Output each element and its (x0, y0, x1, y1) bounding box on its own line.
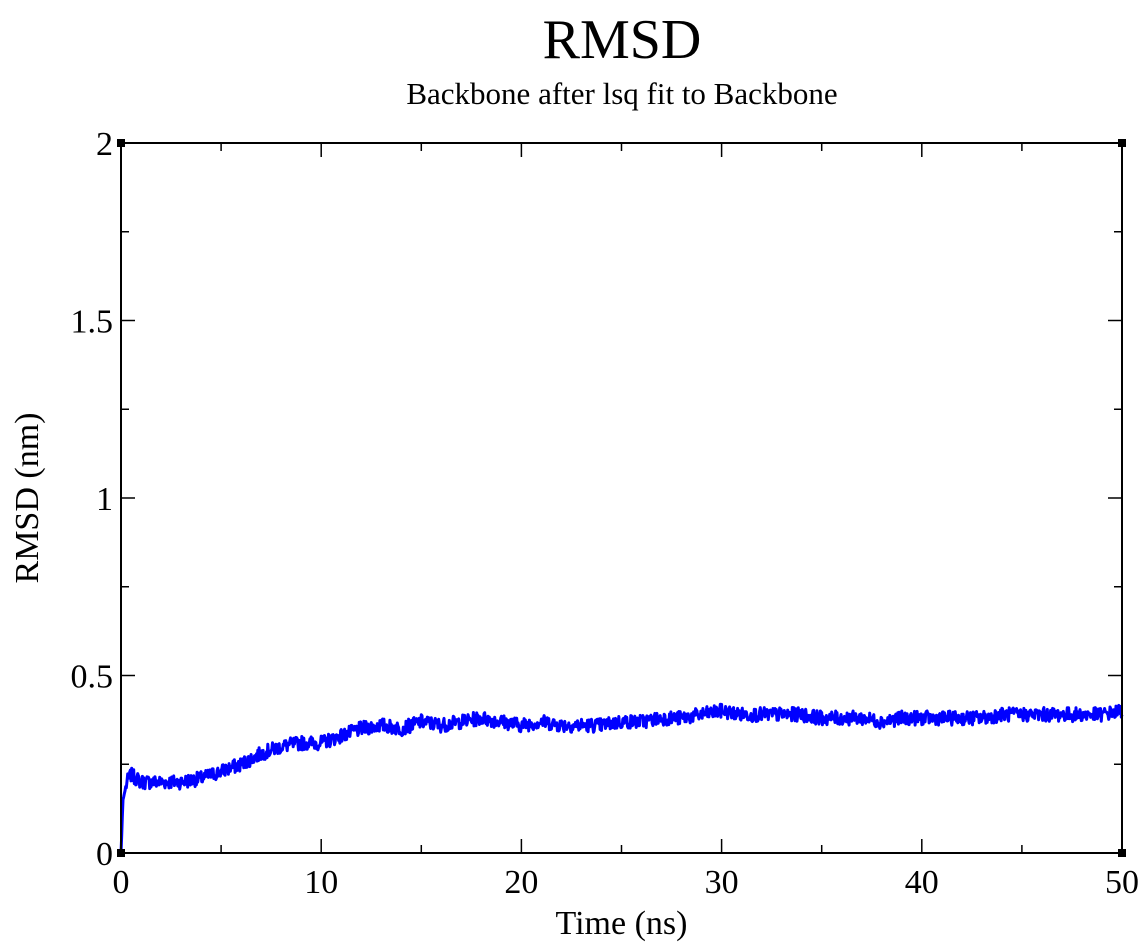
corner-marker (1118, 849, 1126, 857)
x-tick-label: 30 (705, 864, 739, 901)
frame-corner-markers (117, 139, 1126, 857)
x-tick-label: 40 (905, 864, 939, 901)
x-tick-label: 10 (304, 864, 338, 901)
corner-marker (1118, 139, 1126, 147)
y-tick-label: 1 (96, 481, 113, 518)
tick-labels: 0 10 20 30 40 50 0 0.5 1 1.5 2 (71, 126, 1140, 901)
y-tick-label: 0.5 (71, 659, 114, 696)
x-tick-label: 50 (1105, 864, 1139, 901)
corner-marker (117, 849, 125, 857)
x-tick-label: 0 (113, 864, 130, 901)
y-tick-label: 2 (96, 126, 113, 163)
chart-title: RMSD (543, 9, 702, 71)
rmsd-series-line (119, 702, 1124, 854)
chart-subtitle: Backbone after lsq fit to Backbone (406, 76, 837, 111)
corner-marker (117, 139, 125, 147)
plot-frame (120, 142, 1123, 854)
y-tick-label: 0 (96, 836, 113, 873)
y-axis-label: RMSD (nm) (9, 413, 46, 584)
x-tick-label: 20 (504, 864, 538, 901)
y-tick-label: 1.5 (71, 304, 114, 341)
x-axis-label: Time (ns) (556, 905, 688, 942)
